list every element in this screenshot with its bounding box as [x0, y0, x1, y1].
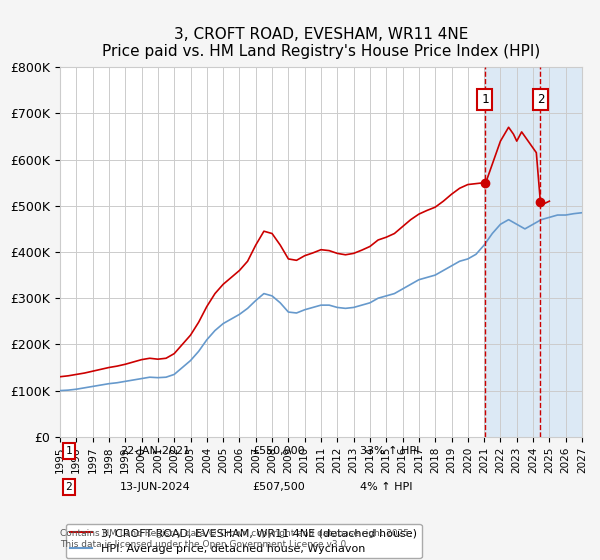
Legend: 3, CROFT ROAD, EVESHAM, WR11 4NE (detached house), HPI: Average price, detached : 3, CROFT ROAD, EVESHAM, WR11 4NE (detach…: [65, 524, 422, 558]
Text: 2: 2: [536, 93, 544, 106]
Text: 1: 1: [65, 446, 73, 456]
Text: 2: 2: [65, 482, 73, 492]
Bar: [485, 67, 582, 437]
Text: 22-JAN-2021: 22-JAN-2021: [120, 446, 190, 456]
Text: 4% ↑ HPI: 4% ↑ HPI: [360, 482, 413, 492]
Text: 1: 1: [481, 93, 488, 106]
Text: £507,500: £507,500: [252, 482, 305, 492]
Text: £550,000: £550,000: [252, 446, 305, 456]
Text: 33% ↑ HPI: 33% ↑ HPI: [360, 446, 419, 456]
Text: 13-JUN-2024: 13-JUN-2024: [120, 482, 191, 492]
Title: 3, CROFT ROAD, EVESHAM, WR11 4NE
Price paid vs. HM Land Registry's House Price I: 3, CROFT ROAD, EVESHAM, WR11 4NE Price p…: [102, 27, 540, 59]
Text: Contains HM Land Registry data © Crown copyright and database right 2025.
This d: Contains HM Land Registry data © Crown c…: [60, 529, 412, 549]
